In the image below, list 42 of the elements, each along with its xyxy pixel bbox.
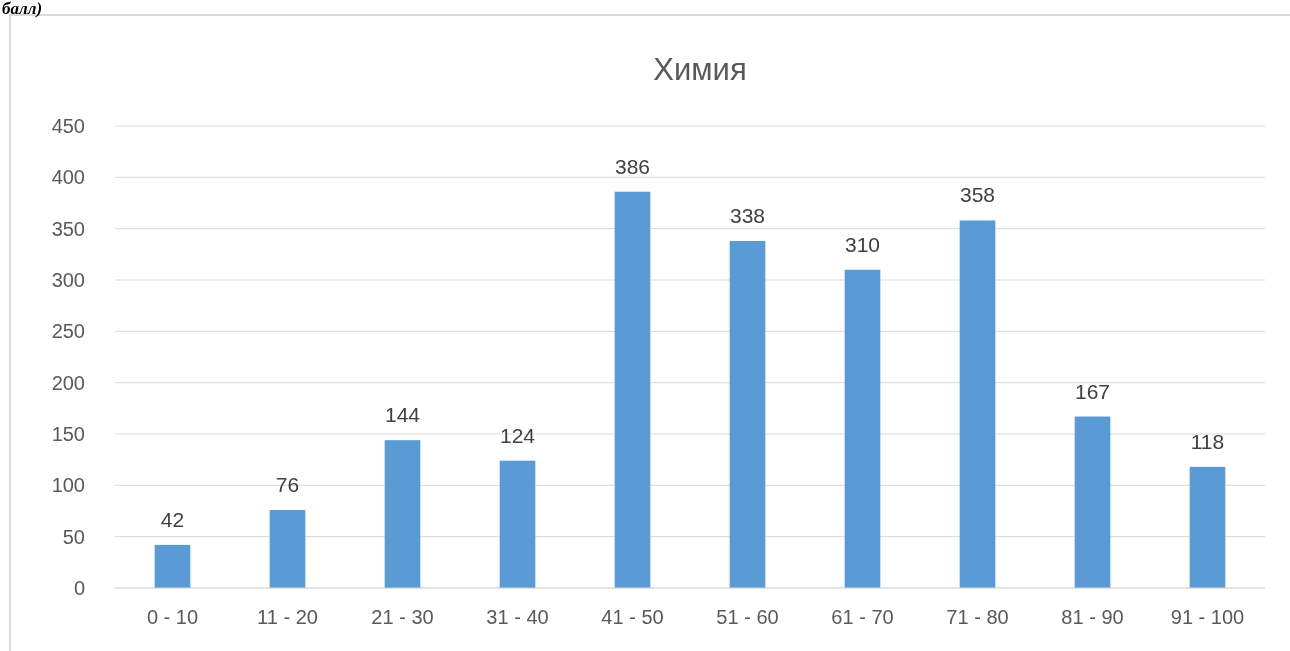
data-label: 42 [160, 507, 185, 531]
y-tick-label: 350 [51, 217, 85, 240]
chart-title: Химия [653, 52, 747, 87]
bar [384, 440, 421, 588]
data-label: 310 [844, 232, 881, 256]
y-tick-label: 150 [51, 423, 85, 445]
y-tick-label: 0 [73, 577, 85, 599]
x-tick-label: 61 - 70 [831, 606, 894, 628]
x-tick-label: 41 - 50 [601, 606, 664, 628]
y-tick-label: 200 [51, 371, 85, 394]
y-tick-label: 300 [51, 269, 85, 291]
x-tick-label: 81 - 90 [1061, 606, 1124, 628]
y-tick-label: 250 [51, 320, 85, 343]
x-tick-label: 71 - 80 [946, 606, 1009, 628]
x-tick-label: 0 - 10 [146, 606, 199, 628]
bar [1189, 466, 1226, 588]
data-label: 144 [384, 403, 421, 427]
text: балл) [2, 0, 43, 18]
bar [154, 544, 191, 588]
data-label: 124 [499, 423, 536, 447]
bar [1074, 416, 1111, 588]
data-label: 386 [614, 154, 651, 178]
bar [844, 269, 881, 588]
x-tick-label: 51 - 60 [716, 606, 779, 628]
y-tick-label: 50 [62, 525, 85, 548]
y-tick-label: 450 [51, 115, 85, 137]
x-tick-label: 91 - 100 [1170, 606, 1245, 628]
x-tick-label: 11 - 20 [257, 606, 318, 628]
bar [269, 509, 306, 588]
data-label: 76 [275, 472, 300, 496]
data-label: 338 [729, 203, 766, 227]
y-tick-label: 400 [51, 166, 85, 189]
data-label: 358 [959, 183, 996, 207]
bar [959, 220, 996, 588]
x-tick-label: 21 - 30 [371, 606, 434, 628]
data-label: 118 [1190, 429, 1225, 453]
data-label: 167 [1074, 379, 1111, 403]
bar [614, 191, 651, 588]
bar [729, 240, 766, 588]
bar [499, 460, 536, 588]
x-tick-label: 31 - 40 [486, 606, 549, 628]
y-tick-label: 100 [51, 474, 85, 497]
